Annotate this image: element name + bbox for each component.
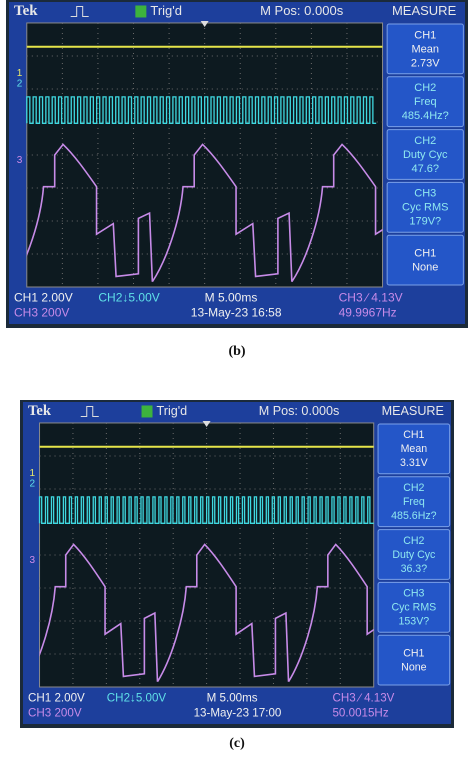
ch2-scale: CH2↓5.00V — [98, 291, 159, 305]
measure-box — [386, 76, 464, 128]
measure-channel: CH2 — [414, 82, 436, 94]
measure-label: Cyc RMS — [402, 202, 448, 214]
measure-box — [377, 581, 451, 633]
oscilloscope-screen: Tek Trig'd M Pos: 0.000s MEASURE 12 3 CH1 Mean 2… — [6, 0, 468, 328]
measure-channel: CH1 — [414, 29, 436, 41]
ch2-trace — [26, 96, 377, 124]
trigger-level: CH3 ∕ 4.13V — [339, 291, 403, 305]
trigger-frequency: 50.0015Hz — [332, 706, 388, 719]
trigger-status: Trig'd — [150, 3, 182, 18]
date: 13-May-23 16:58 — [191, 305, 282, 319]
timebase: M 5.00ms — [205, 291, 258, 305]
ch2-trace — [38, 496, 374, 524]
measure-label: Duty Cyc — [392, 549, 436, 561]
oscilloscope-screen: Tek Trig'd M Pos: 0.000s MEASURE 12 3 CH1 Mean 3… — [20, 400, 454, 728]
measure-box — [386, 181, 464, 233]
measure-label: None — [401, 661, 426, 673]
measure-channel: CH1 — [403, 429, 424, 441]
caption: (c) — [229, 736, 245, 751]
measure-channel: CH2 — [414, 135, 436, 147]
channel-marker: 2 — [17, 78, 23, 89]
measure-value: 153V? — [399, 616, 430, 628]
trigger-status: Trig'd — [157, 404, 188, 418]
measure-value: 3.31V — [400, 457, 429, 469]
measure-value: 179V? — [409, 216, 441, 228]
measure-label: None — [412, 262, 438, 274]
ch1-scale: CH1 2.00V — [28, 692, 85, 705]
measure-label: Cyc RMS — [391, 602, 436, 614]
measure-value: 2.73V — [411, 57, 440, 69]
channel-marker: 3 — [17, 155, 23, 166]
position: M Pos: 0.000s — [260, 3, 344, 18]
measure-channel: CH2 — [403, 535, 424, 547]
measure-label: Mean — [411, 43, 439, 55]
caption: (b) — [228, 344, 245, 359]
measure-label: Duty Cyc — [403, 149, 448, 161]
trigger-arrow — [200, 20, 209, 27]
measure-label: Freq — [414, 96, 437, 108]
measure-box — [386, 234, 464, 286]
channel-marker: 3 — [30, 555, 36, 566]
ch3-trace — [39, 543, 374, 683]
measure-value: 47.6? — [411, 163, 439, 175]
graticule — [26, 22, 384, 288]
brand: Tek — [14, 3, 38, 19]
measure-box — [386, 129, 464, 180]
measure-channel: CH3 — [403, 588, 424, 600]
trig-icon — [141, 405, 153, 418]
menu-title: MEASURE — [392, 3, 457, 18]
measure-label: Freq — [403, 496, 425, 508]
ch3-trace — [26, 143, 383, 283]
measure-channel: CH3 — [414, 188, 436, 200]
measure-value: 485.6Hz? — [391, 510, 437, 522]
measure-label: Mean — [401, 443, 428, 455]
menu-title: MEASURE — [382, 404, 444, 418]
measure-channel: CH1 — [403, 647, 424, 659]
ch2-scale: CH2↓5.00V — [107, 692, 167, 705]
position: M Pos: 0.000s — [259, 404, 340, 418]
brand: Tek — [28, 403, 52, 419]
timebase: M 5.00ms — [207, 692, 258, 705]
pulse-icon — [70, 5, 89, 17]
date: 13-May-23 17:00 — [194, 706, 282, 719]
ch3-scale: CH3 200V — [14, 305, 69, 319]
measure-value: 36.3? — [401, 563, 428, 575]
measure-value: 485.4Hz? — [402, 110, 449, 122]
measure-box — [386, 23, 464, 75]
trigger-frequency: 49.9967Hz — [339, 305, 397, 319]
measure-box — [377, 423, 451, 475]
trigger-level: CH3 ∕ 4.13V — [332, 692, 394, 705]
measure-box — [377, 476, 451, 528]
ch1-scale: CH1 2.00V — [14, 291, 73, 305]
measure-box — [377, 634, 451, 686]
pulse-icon — [80, 405, 99, 417]
channel-marker: 1 — [30, 468, 36, 479]
measure-box — [377, 529, 451, 580]
channel-marker: 2 — [30, 478, 36, 489]
trigger-arrow — [202, 420, 211, 427]
measure-channel: CH1 — [414, 248, 436, 260]
trig-icon — [135, 5, 147, 18]
channel-marker: 1 — [17, 68, 23, 79]
ch3-scale: CH3 200V — [28, 706, 82, 719]
measure-channel: CH2 — [403, 482, 424, 494]
